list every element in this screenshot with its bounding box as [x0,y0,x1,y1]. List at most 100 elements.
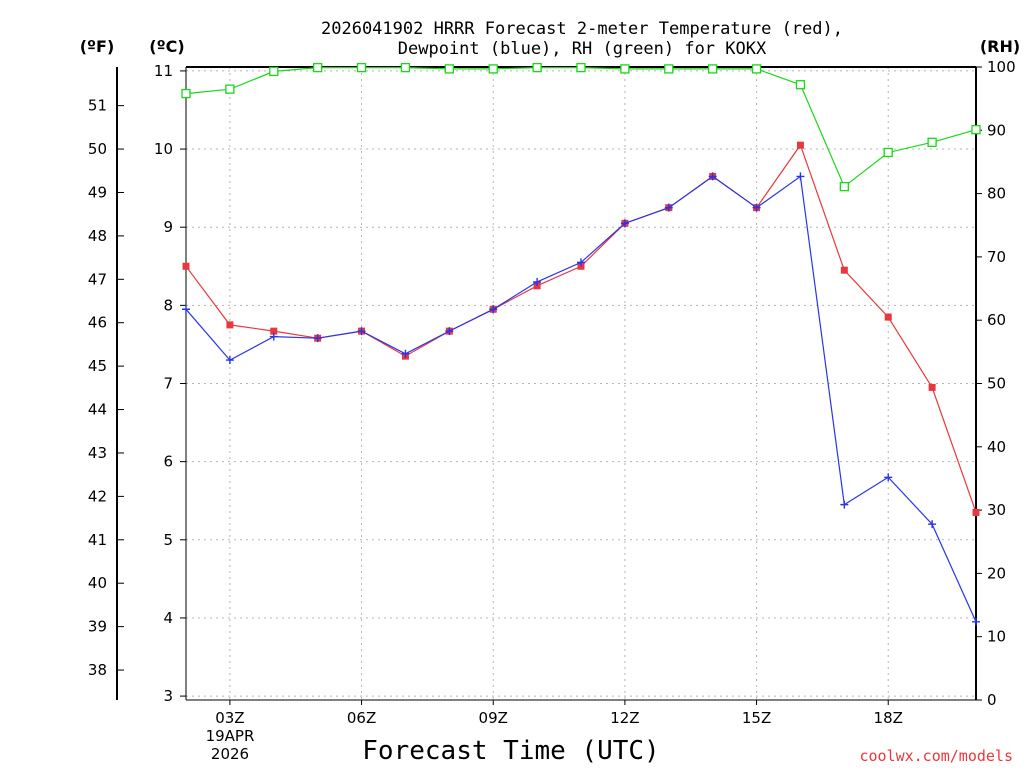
rh-marker [269,66,279,77]
title-line-1: 2026041902 HRRR Forecast 2-meter Tempera… [321,19,843,39]
fahrenheit-tick-label: 40 [88,574,107,592]
celsius-axis-label: (ºC) [149,37,184,56]
temperature-marker [270,327,278,335]
rh-tick-label: 0 [987,691,997,709]
rh-marker [620,64,630,74]
dewpoint-marker [620,219,629,228]
x-tick-label: 12Z [610,709,639,727]
rh-tick-label: 40 [987,438,1006,456]
x-tick-label: 15Z [742,709,771,727]
rh-axis-label: (RH) [980,37,1020,56]
series-layer [181,62,981,626]
rh-marker [576,62,586,73]
dewpoint-marker [269,332,278,341]
dewpoint-marker [796,172,805,181]
rh-line [185,66,977,188]
rh-tick-label: 60 [987,311,1006,329]
dewpoint-marker [225,356,234,365]
rh-tick-label: 100 [987,58,1016,76]
fahrenheit-tick-label: 45 [88,357,107,375]
rh-tick-label: 50 [987,375,1006,393]
fahrenheit-tick-label: 49 [88,183,107,201]
temperature-line [185,143,977,513]
fahrenheit-tick-label: 47 [88,270,107,288]
x-tick-label: 06Z [347,709,376,727]
grid-layer [186,67,976,700]
rh-marker [532,62,542,73]
rh-marker [400,62,411,73]
temperature-marker [884,313,892,321]
rh-marker [313,62,323,73]
chart-title: 2026041902 HRRR Forecast 2-meter Tempera… [321,19,843,59]
fahrenheit-tick-label: 50 [88,140,107,158]
temperature-marker [840,266,848,274]
fahrenheit-tick-label: 48 [88,227,107,245]
rh-marker [181,88,191,99]
rh-marker [356,62,367,73]
rh-marker [225,84,235,94]
fahrenheit-tick-label: 43 [88,444,107,462]
celsius-tick-label: 6 [163,453,173,471]
date-label-month: 19APR [206,727,255,745]
celsius-tick-label: 11 [154,62,173,80]
rh-marker [488,64,498,74]
dewpoint-marker [533,277,542,286]
fahrenheit-tick-label: 42 [88,487,107,505]
fahrenheit-tick-label: 46 [88,314,107,332]
date-label-year: 2026 [211,745,249,763]
temperature-marker [972,508,980,516]
dewpoint-marker [445,327,454,336]
title-line-2: Dewpoint (blue), RH (green) for KOKX [398,39,767,59]
rh-tick-label: 90 [987,121,1006,139]
axes-layer: 03Z 06Z 09Z 12Z 15Z 18Z3456789101138394041424… [88,58,1016,727]
rh-marker [795,80,806,90]
celsius-tick-label: 3 [163,687,173,705]
dewpoint-marker [840,500,849,509]
x-tick-label: 09Z [479,709,508,727]
celsius-tick-label: 5 [163,531,173,549]
rh-tick-label: 20 [987,564,1006,582]
dewpoint-marker [664,203,673,212]
fahrenheit-axis-label: (ºF) [80,37,115,56]
dewpoint-marker [708,172,717,181]
celsius-tick-label: 9 [163,218,173,236]
dewpoint-marker [357,327,366,336]
rh-marker [708,64,718,74]
rh-tick-label: 80 [987,185,1006,203]
rh-marker [839,181,849,192]
fahrenheit-tick-label: 51 [88,97,107,115]
temperature-marker [226,321,234,329]
temperature-marker [796,141,804,149]
celsius-tick-label: 7 [163,375,173,393]
fahrenheit-tick-label: 38 [88,661,107,679]
x-tick-label: 18Z [874,709,903,727]
x-axis-title: Forecast Time (UTC) [362,736,659,766]
dewpoint-marker [972,617,980,626]
rh-marker [664,64,674,74]
dewpoint-marker [752,203,761,212]
rh-tick-label: 10 [987,628,1006,646]
dewpoint-line [185,175,977,623]
celsius-tick-label: 10 [154,140,173,158]
fahrenheit-tick-label: 44 [88,401,107,419]
rh-marker [971,125,981,135]
rh-marker [444,64,454,74]
celsius-tick-label: 4 [163,609,173,627]
x-tick-label: 03Z [215,709,244,727]
rh-marker [883,147,893,158]
dewpoint-marker [182,305,190,314]
dewpoint-marker [313,334,322,343]
temperature-marker [928,383,936,391]
rh-marker [751,64,762,74]
celsius-tick-label: 8 [163,296,173,314]
rh-tick-label: 30 [987,501,1006,519]
credit-text[interactable]: coolwx.com/models [859,747,1013,765]
dewpoint-marker [489,305,498,314]
dewpoint-marker [401,349,410,358]
fahrenheit-tick-label: 41 [88,531,107,549]
rh-tick-label: 70 [987,248,1006,266]
temperature-marker [182,262,190,270]
dewpoint-marker [928,520,937,529]
dewpoint-marker [884,473,893,482]
